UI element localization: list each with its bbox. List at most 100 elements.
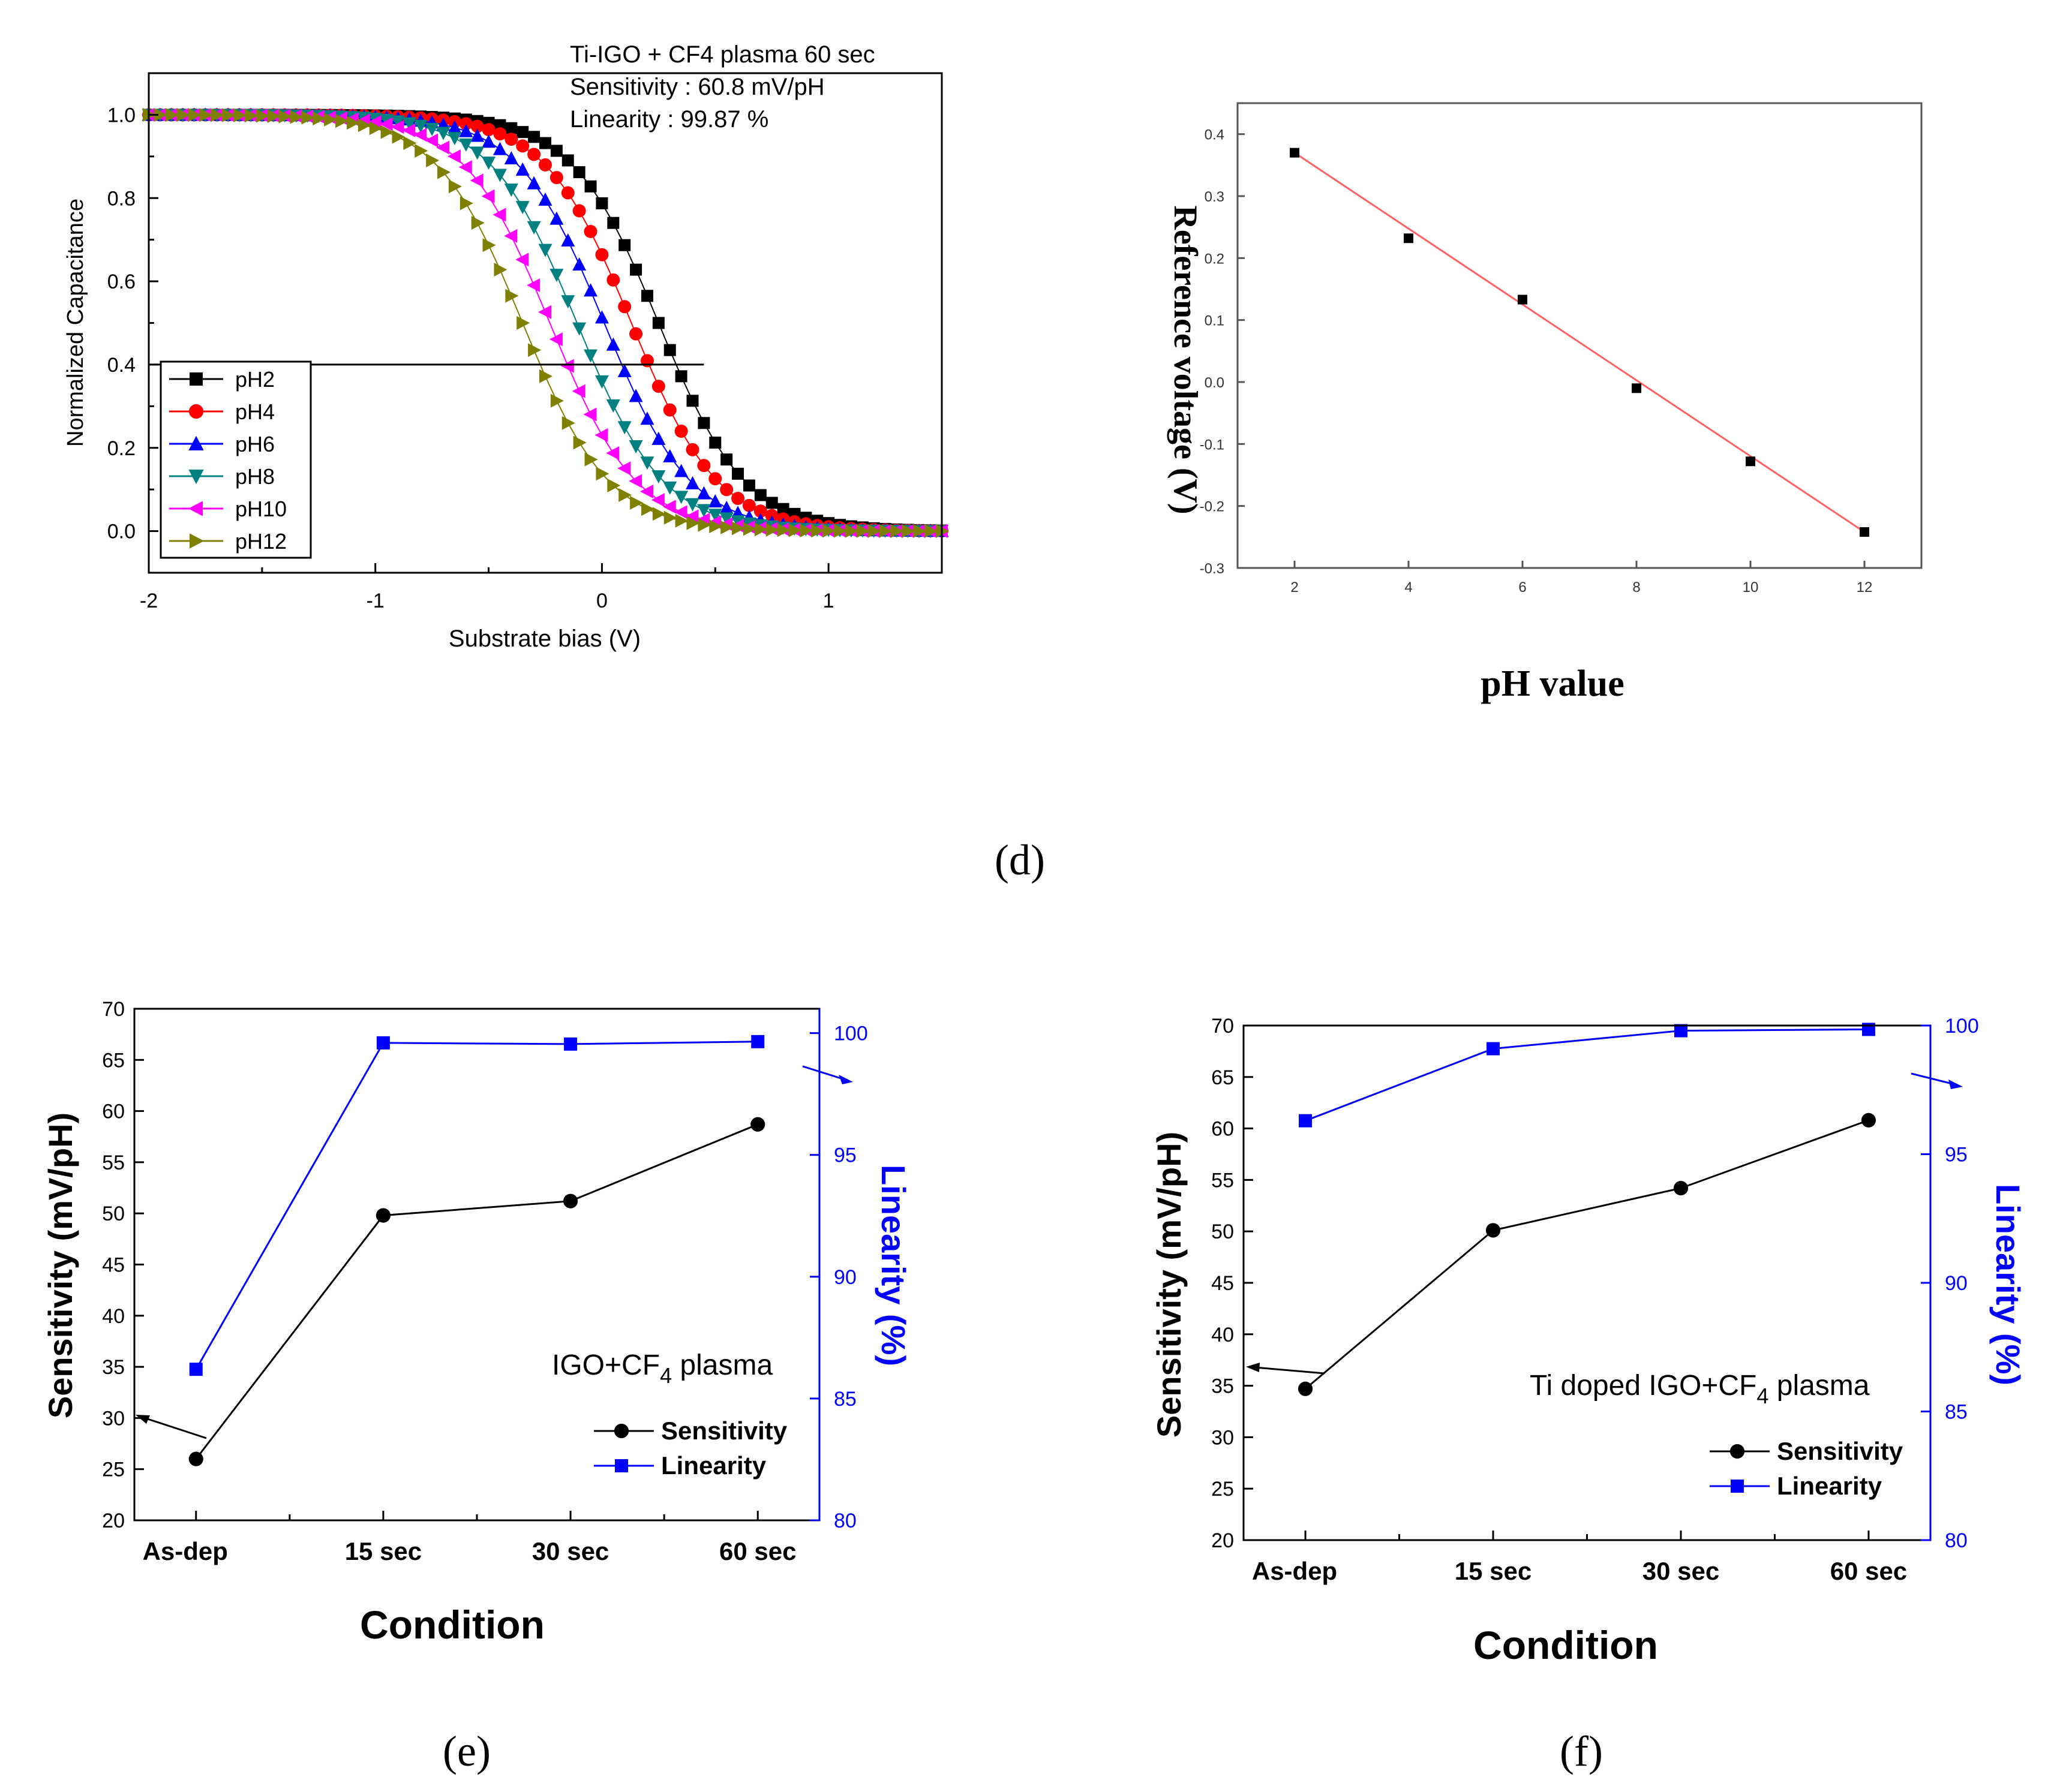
cv-point-pH12 bbox=[494, 263, 508, 277]
e-legend: Sensitivity Linearity bbox=[594, 1417, 788, 1480]
cv-point-pH10 bbox=[617, 461, 631, 476]
f-y2-tick-label: 90 bbox=[1945, 1272, 1968, 1295]
cv-point-pH12 bbox=[301, 110, 315, 125]
f-chart: 20 25 30 35 40 45 50 55 60 65 70 80 85 90 95 100 As-dep 1… bbox=[1150, 1015, 2027, 1667]
cv-legend: pH2 pH4 pH6 pH8 pH10 pH12 bbox=[160, 360, 312, 559]
cv-legend-label-pH12: pH12 bbox=[235, 529, 287, 554]
cv-point-pH8 bbox=[651, 470, 666, 484]
cv-point-pH12 bbox=[641, 502, 654, 516]
ref-x-tick-label: 6 bbox=[1518, 579, 1526, 596]
f-point-sensitivity bbox=[1485, 1223, 1501, 1238]
e-x-tick-label: 60 sec bbox=[719, 1537, 796, 1565]
cv-point-pH8 bbox=[549, 269, 564, 282]
ref-data-point bbox=[1746, 456, 1755, 467]
ref-y-tick-label: 0.3 bbox=[1205, 189, 1224, 205]
cv-point-pH10 bbox=[470, 173, 484, 188]
cv-point-pH4 bbox=[584, 225, 597, 239]
cv-x-axis-label: Substrate bias (V) bbox=[449, 626, 641, 652]
cv-point-pH8 bbox=[436, 127, 451, 140]
f-point-linearity bbox=[1487, 1042, 1500, 1056]
e-x-tick-label: 30 sec bbox=[532, 1537, 609, 1565]
cv-point-pH2 bbox=[698, 417, 710, 429]
f-series-linearity bbox=[1299, 1023, 1875, 1127]
cv-point-pH12 bbox=[698, 518, 711, 532]
cv-point-pH4 bbox=[686, 443, 699, 456]
f-y-tick-label: 20 bbox=[1211, 1529, 1234, 1552]
cv-point-pH6 bbox=[515, 162, 530, 176]
cv-point-pH10 bbox=[425, 133, 439, 148]
cv-point-pH6 bbox=[448, 120, 462, 134]
cv-y-tick-label: 0.8 bbox=[107, 187, 136, 210]
cv-point-pH12 bbox=[743, 522, 756, 536]
ref-y-tick-label: 0.2 bbox=[1205, 251, 1224, 267]
cv-legend-box bbox=[160, 360, 312, 559]
cv-point-pH12 bbox=[290, 110, 304, 124]
cv-point-pH4 bbox=[731, 492, 745, 506]
cv-point-pH12 bbox=[256, 109, 269, 123]
cv-point-pH10 bbox=[651, 493, 665, 507]
cv-point-pH6 bbox=[549, 211, 564, 225]
cv-point-pH12 bbox=[482, 238, 496, 252]
cv-x-tick-label: -2 bbox=[140, 590, 158, 612]
f-x-tick-label: As-dep bbox=[1252, 1557, 1337, 1585]
cv-point-pH8 bbox=[572, 322, 587, 336]
cv-point-pH12 bbox=[324, 112, 338, 127]
ref-data-point bbox=[1404, 233, 1413, 243]
cv-point-pH6 bbox=[470, 128, 485, 142]
cv-point-pH12 bbox=[437, 165, 451, 179]
f-legend-marker-linearity bbox=[1731, 1480, 1744, 1493]
cv-point-pH12 bbox=[913, 524, 927, 539]
e-right-axis-label: Linearity (%) bbox=[875, 1165, 912, 1366]
cv-legend-marker-pH6 bbox=[188, 435, 204, 450]
cv-point-pH8 bbox=[561, 295, 575, 309]
cv-point-pH2 bbox=[528, 131, 540, 143]
f-y-tick-label: 50 bbox=[1211, 1220, 1234, 1243]
e-x-tick-label: As-dep bbox=[143, 1537, 228, 1565]
ref-y-tick-label: -0.3 bbox=[1200, 561, 1224, 577]
cv-point-pH12 bbox=[199, 108, 213, 122]
cv-point-pH10 bbox=[368, 115, 382, 129]
cv-point-pH10 bbox=[379, 117, 393, 131]
ref-x-tick-label: 2 bbox=[1290, 579, 1298, 596]
cv-y-tick-label: 0.4 bbox=[107, 354, 136, 377]
cv-y-tick-label: 1.0 bbox=[107, 104, 136, 127]
ref-y-tick-label: -0.2 bbox=[1200, 499, 1224, 515]
cv-point-pH10 bbox=[527, 278, 540, 293]
cv-point-pH12 bbox=[652, 507, 666, 521]
cv-point-pH2 bbox=[516, 126, 529, 139]
cv-point-pH10 bbox=[538, 305, 551, 319]
cv-point-pH2 bbox=[573, 166, 585, 179]
cv-y-tick-label: 0.6 bbox=[107, 270, 136, 293]
cv-point-pH12 bbox=[165, 108, 179, 122]
ref-y-axis-label: Reference voltage (V) bbox=[1167, 205, 1204, 514]
cv-point-pH12 bbox=[573, 435, 587, 450]
cv-annotation-sensitivity: Sensitivity : 60.8 mV/pH bbox=[570, 74, 825, 100]
cv-point-pH4 bbox=[527, 148, 541, 161]
cv-series-pH12 bbox=[143, 108, 949, 539]
cv-point-pH6 bbox=[663, 449, 677, 462]
e-line-sensitivity bbox=[195, 1123, 758, 1460]
cv-point-pH12 bbox=[879, 524, 893, 538]
cv-point-pH12 bbox=[335, 114, 349, 128]
f-line-sensitivity bbox=[1305, 1119, 1869, 1390]
cv-point-pH12 bbox=[709, 519, 723, 534]
caption-d: (d) bbox=[995, 836, 1045, 884]
cv-point-pH2 bbox=[630, 263, 642, 276]
ref-plot-frame bbox=[1236, 102, 1923, 569]
e-x-tick-label: 15 sec bbox=[345, 1537, 422, 1565]
e-point-linearity bbox=[189, 1363, 203, 1376]
cv-point-pH10 bbox=[639, 485, 653, 499]
cv-point-pH6 bbox=[493, 142, 507, 155]
cv-point-pH12 bbox=[278, 109, 292, 124]
cv-point-pH12 bbox=[313, 112, 326, 126]
f-point-linearity bbox=[1674, 1024, 1687, 1038]
cv-point-pH8 bbox=[459, 138, 473, 152]
f-y-tick-label: 35 bbox=[1211, 1375, 1234, 1398]
e-y-tick-label: 40 bbox=[102, 1305, 125, 1328]
ref-data-point bbox=[1518, 294, 1527, 305]
cv-point-pH10 bbox=[402, 123, 416, 137]
f-left-pointer-arrow bbox=[1246, 1363, 1325, 1375]
cv-point-pH12 bbox=[471, 216, 485, 230]
cv-point-pH2 bbox=[618, 239, 631, 251]
